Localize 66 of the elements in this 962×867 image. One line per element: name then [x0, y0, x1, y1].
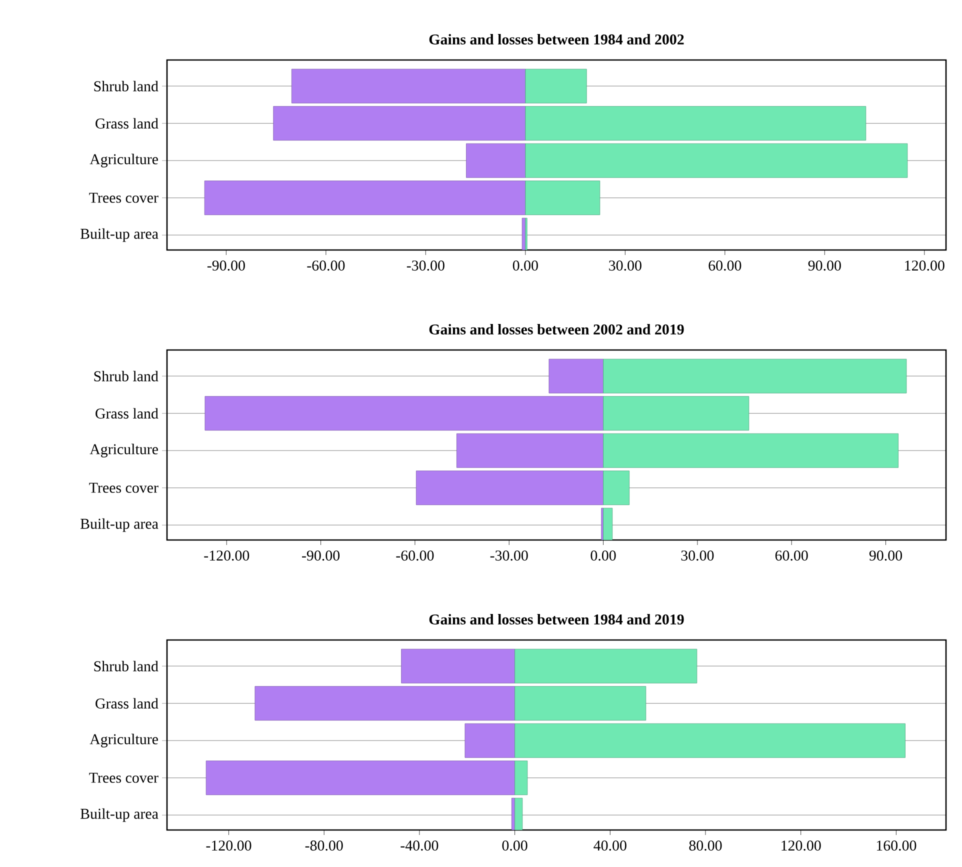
y-tick-label: Agriculture: [90, 154, 158, 168]
x-tick-label: 120.00: [782, 840, 821, 851]
x-tick-label: 120.00: [905, 260, 944, 271]
y-tick-label: Agriculture: [90, 444, 158, 458]
x-tick-label: 0.00: [512, 260, 538, 271]
y-tick-label: Grass land: [96, 118, 158, 129]
x-tick-label: 30.00: [609, 260, 642, 271]
y-tick-label: Shrub land: [94, 80, 158, 92]
bar: [525, 180, 600, 216]
x-tick-label: -30.00: [406, 260, 444, 271]
bar: [204, 396, 604, 431]
x-tick-label: -120.00: [204, 550, 250, 561]
y-tick-label: Trees cover: [89, 192, 158, 203]
bar: [456, 433, 604, 468]
bar: [514, 760, 528, 796]
bar: [204, 180, 526, 216]
bar: [603, 358, 907, 394]
x-tick-label: -90.00: [207, 260, 245, 271]
bar: [291, 68, 526, 104]
chart-title: Gains and losses between 1984 and 2019: [429, 614, 684, 625]
bar: [464, 723, 515, 758]
bar: [525, 143, 908, 178]
x-tick-label: 30.00: [681, 550, 714, 561]
y-tick-label: Trees cover: [89, 772, 158, 783]
chart-title: Gains and losses between 1984 and 2002: [429, 34, 684, 44]
bar: [401, 648, 515, 684]
x-tick-label: 0.00: [590, 550, 616, 561]
bar: [416, 470, 604, 506]
x-tick-label: -60.00: [396, 550, 434, 561]
y-tick-label: Built-up area: [80, 808, 158, 822]
y-tick-label: Built-up area: [80, 518, 158, 532]
x-tick-label: 160.00: [876, 840, 916, 851]
bar: [514, 686, 646, 721]
bar: [254, 686, 515, 721]
y-tick-label: Built-up area: [80, 228, 158, 242]
y-tick-label: Trees cover: [89, 482, 158, 493]
x-tick-label: 60.00: [775, 550, 808, 561]
bar: [603, 470, 630, 506]
y-tick-label: Grass land: [96, 698, 158, 709]
bar: [206, 760, 515, 796]
y-tick-label: Shrub land: [94, 370, 158, 382]
bar: [548, 358, 604, 394]
x-tick-label: -90.00: [302, 550, 340, 561]
bar: [603, 396, 750, 431]
y-tick-label: Agriculture: [90, 734, 158, 748]
x-tick-label: -120.00: [206, 840, 252, 851]
bar: [525, 68, 587, 104]
x-tick-label: 0.00: [502, 840, 528, 851]
bar: [466, 143, 526, 178]
x-tick-label: -60.00: [307, 260, 345, 271]
x-tick-label: -80.00: [305, 840, 343, 851]
x-tick-label: -40.00: [400, 840, 438, 851]
bar: [514, 723, 906, 758]
x-tick-label: 80.00: [689, 840, 722, 851]
x-tick-label: -30.00: [490, 550, 528, 561]
x-tick-label: 90.00: [869, 550, 902, 561]
x-tick-label: 90.00: [808, 260, 841, 271]
y-tick-label: Shrub land: [94, 660, 158, 672]
bar: [603, 433, 898, 468]
chart-title: Gains and losses between 2002 and 2019: [429, 324, 684, 334]
bar: [525, 106, 866, 141]
y-tick-label: Grass land: [96, 408, 158, 419]
x-tick-label: 40.00: [594, 840, 626, 851]
bar: [273, 106, 526, 141]
bar: [514, 648, 698, 684]
x-tick-label: 60.00: [708, 260, 742, 271]
